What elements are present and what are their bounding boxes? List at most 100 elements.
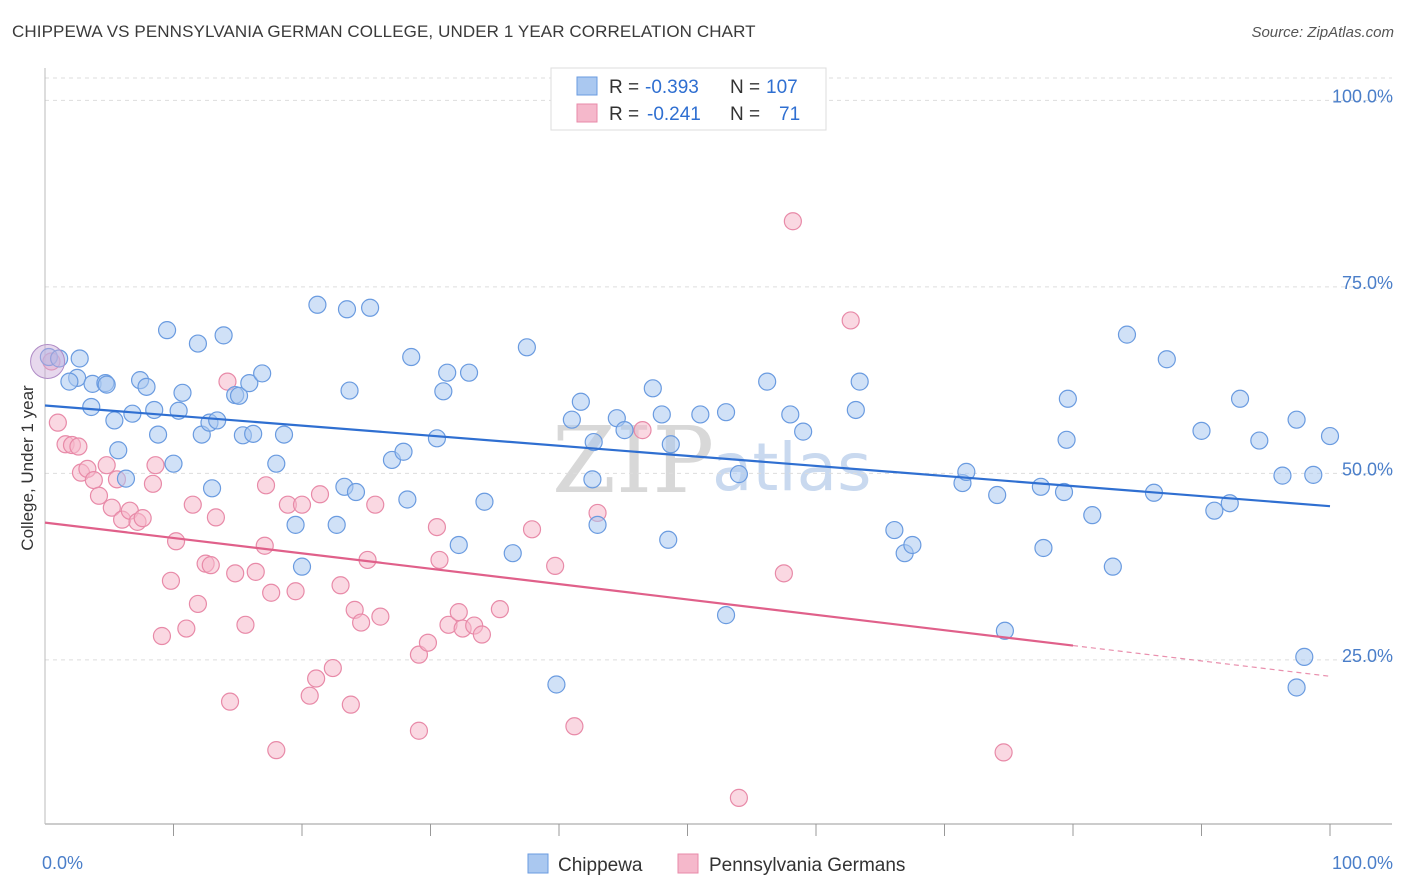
point-chippewa (652, 405, 671, 424)
point-pennsylvania-germans (371, 607, 390, 626)
point-pennsylvania-germans (146, 456, 165, 475)
point-pennsylvania-germans (323, 658, 342, 678)
point-chippewa (145, 400, 164, 420)
bottom-legend-label-pennsylvania-germans: Pennsylvania Germans (709, 855, 905, 876)
trend-line-pennsylvania-germans-extension (1072, 644, 1331, 677)
point-overlap-cluster (30, 343, 66, 379)
chart-title: CHIPPEWA VS PENNSYLVANIA GERMAN COLLEGE,… (12, 22, 756, 41)
point-pennsylvania-germans (236, 615, 255, 634)
point-chippewa (1192, 421, 1211, 440)
point-chippewa (517, 338, 536, 357)
point-pennsylvania-germans (331, 576, 350, 595)
point-chippewa (337, 300, 357, 319)
point-chippewa (274, 425, 294, 444)
point-chippewa (562, 410, 581, 429)
point-pennsylvania-germans (341, 695, 360, 714)
y-tick-label: 50.0% (1342, 459, 1393, 479)
legend-swatch-pennsylvania-germans (576, 103, 598, 123)
point-pennsylvania-germans (774, 564, 793, 583)
point-chippewa (449, 535, 468, 555)
point-pennsylvania-germans (633, 421, 652, 440)
point-chippewa (105, 411, 124, 430)
point-chippewa (781, 405, 800, 424)
point-chippewa (1054, 482, 1074, 502)
point-chippewa (794, 422, 813, 441)
point-chippewa (988, 485, 1007, 505)
point-chippewa (398, 490, 417, 509)
y-tick-label: 100.0% (1332, 86, 1393, 106)
point-pennsylvania-germans (97, 456, 116, 475)
point-chippewa (438, 363, 457, 382)
legend: R = -0.393 N = 107 R = -0.241 N = 71 (550, 67, 827, 131)
point-chippewa (995, 621, 1014, 640)
point-pennsylvania-germans (84, 470, 103, 490)
y-tick-label: 75.0% (1342, 273, 1393, 293)
point-chippewa (850, 372, 869, 391)
point-chippewa (758, 372, 777, 391)
point-chippewa (659, 530, 678, 549)
legend-swatch-chippewa (576, 76, 598, 96)
point-chippewa (308, 295, 327, 314)
point-chippewa (1273, 466, 1292, 485)
bottom-legend-swatch-chippewa (527, 853, 549, 874)
x-tick-label-min: 0.0% (42, 853, 83, 873)
point-pennsylvania-germans (218, 372, 237, 391)
point-pennsylvania-germans (472, 625, 491, 644)
point-chippewa (588, 515, 607, 534)
point-pennsylvania-germans (262, 583, 281, 602)
point-chippewa (188, 334, 208, 353)
point-chippewa (571, 392, 590, 411)
point-pennsylvania-germans (133, 509, 152, 528)
legend-n-label-1: N = (730, 77, 760, 98)
point-chippewa (427, 429, 447, 448)
point-chippewa (240, 374, 259, 393)
point-chippewa (340, 381, 359, 400)
bottom-legend: Chippewa Pennsylvania Germans (527, 853, 905, 876)
point-chippewa (584, 432, 603, 452)
point-chippewa (82, 397, 101, 417)
point-chippewa (716, 403, 736, 422)
point-pennsylvania-germans (729, 788, 749, 807)
point-chippewa (202, 479, 222, 498)
point-pennsylvania-germans (48, 413, 67, 432)
point-pennsylvania-germans (256, 476, 276, 495)
point-pennsylvania-germans (409, 721, 429, 740)
axes (44, 68, 1392, 825)
point-chippewa (1287, 678, 1306, 697)
point-chippewa (148, 425, 168, 444)
point-pennsylvania-germans (565, 717, 584, 736)
point-pennsylvania-germans (246, 562, 265, 581)
point-chippewa (97, 375, 116, 394)
point-chippewa (1083, 506, 1102, 525)
point-pennsylvania-germans (841, 311, 860, 330)
point-chippewa (60, 372, 79, 391)
watermark: ZIP atlas (552, 407, 872, 514)
point-chippewa (173, 383, 192, 402)
legend-n-label-2: N = (730, 104, 760, 125)
point-pennsylvania-germans (352, 613, 371, 632)
point-pennsylvania-germans (255, 536, 274, 555)
point-pennsylvania-germans (292, 495, 312, 514)
point-chippewa (1287, 410, 1306, 429)
point-chippewa (459, 363, 479, 382)
x-ticks (173, 824, 1331, 836)
trend-line-pennsylvania-germans (44, 521, 1074, 647)
point-pennsylvania-germans (177, 619, 196, 638)
point-chippewa (1034, 538, 1053, 558)
point-pennsylvania-germans (206, 508, 226, 527)
point-chippewa (394, 442, 413, 461)
point-pennsylvania-germans (366, 495, 385, 514)
point-pennsylvania-germans (226, 564, 245, 583)
point-chippewa (903, 535, 922, 555)
point-chippewa (1031, 477, 1050, 496)
point-chippewa (253, 364, 272, 383)
y-tick-label: 25.0% (1342, 646, 1393, 666)
point-chippewa (164, 454, 183, 473)
legend-r-label-2: R = (609, 104, 639, 125)
point-chippewa (716, 606, 736, 625)
point-chippewa (661, 435, 680, 454)
point-pennsylvania-germans (300, 686, 319, 705)
point-chippewa (691, 405, 710, 424)
data-points (30, 212, 1340, 807)
